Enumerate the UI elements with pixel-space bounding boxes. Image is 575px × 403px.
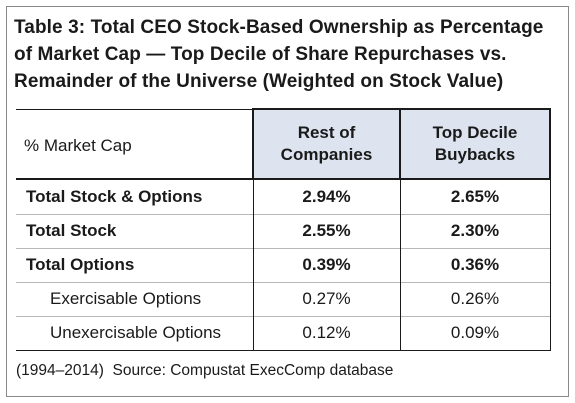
table-title: Table 3: Total CEO Stock-Based Ownership… — [14, 17, 544, 92]
data-table-container: % Market Cap Rest of Companies Top Decil… — [16, 108, 551, 351]
table-frame — [6, 6, 569, 397]
cell-value: 0.26% — [399, 281, 551, 316]
table-row: Total Options 0.39% 0.36% — [16, 247, 551, 282]
row-label: Total Options — [16, 247, 253, 282]
col-header-top-decile-buybacks: Top Decile Buybacks — [399, 108, 551, 180]
row-label: Exercisable Options — [16, 281, 253, 316]
table-row: Total Stock & Options 2.94% 2.65% — [16, 179, 551, 214]
row-label: Unexercisable Options — [16, 315, 253, 351]
ownership-table: % Market Cap Rest of Companies Top Decil… — [16, 108, 551, 351]
cell-value: 0.27% — [252, 281, 400, 316]
header-row: % Market Cap Rest of Companies Top Decil… — [16, 108, 551, 180]
cell-value: 0.12% — [252, 315, 400, 351]
cell-value: 2.55% — [252, 213, 400, 248]
col-header-rest-of-companies: Rest of Companies — [252, 108, 401, 180]
cell-value: 0.39% — [252, 247, 400, 282]
corner-label: % Market Cap — [16, 108, 253, 180]
table-row: Total Stock 2.55% 2.30% — [16, 213, 551, 248]
table-row: Unexercisable Options 0.12% 0.09% — [16, 315, 551, 351]
cell-value: 0.09% — [399, 315, 551, 351]
cell-value: 2.94% — [252, 179, 400, 214]
source-footnote: (1994–2014) Source: Compustat ExecComp d… — [16, 362, 394, 379]
row-label: Total Stock & Options — [26, 186, 203, 206]
table-row: Exercisable Options 0.27% 0.26% — [16, 281, 551, 316]
cell-value: 2.30% — [399, 213, 551, 248]
cell-value: 2.65% — [399, 179, 551, 214]
row-label: Total Stock — [16, 213, 253, 248]
cell-value: 0.36% — [399, 247, 551, 282]
